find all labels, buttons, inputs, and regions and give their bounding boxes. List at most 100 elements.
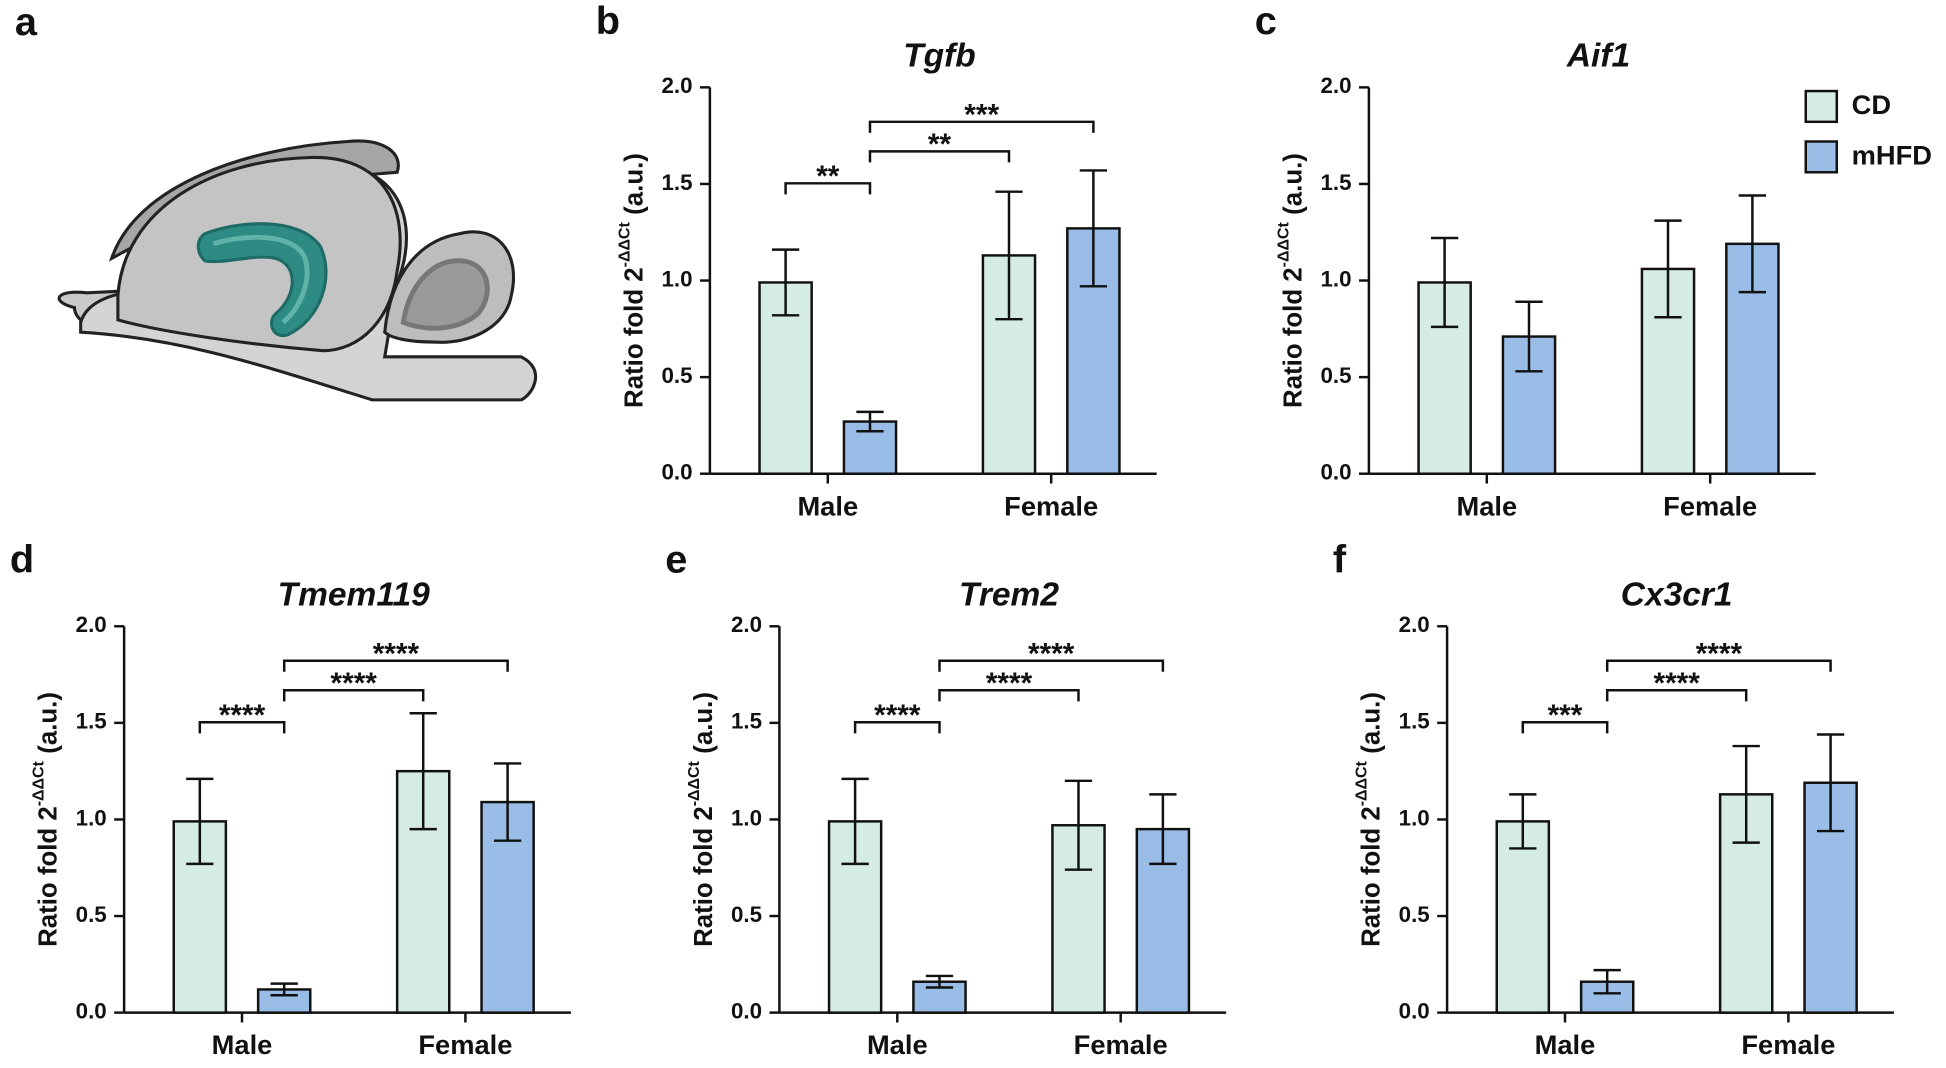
error-bar xyxy=(1738,194,1767,294)
panel-label: c xyxy=(1255,0,1277,43)
y-label-unit: (a.u.) xyxy=(1279,153,1307,215)
y-tick-label: 1.0 xyxy=(1320,266,1351,291)
y-label-text: Ratio fold 2 xyxy=(620,267,648,408)
y-label-unit: (a.u.) xyxy=(620,153,648,215)
significance-bracket xyxy=(282,689,425,702)
legend-swatch xyxy=(1804,89,1839,124)
significance-bracket xyxy=(938,659,1165,672)
chart-title: Trem2 xyxy=(959,577,1059,614)
error-bar xyxy=(1732,744,1760,844)
panel-label: d xyxy=(10,538,34,582)
x-tick-label: Male xyxy=(797,490,858,521)
significance-label: ** xyxy=(928,128,952,161)
panel-label: a xyxy=(15,0,38,44)
y-tick-label: 1.0 xyxy=(661,266,692,291)
significance-label: **** xyxy=(874,699,921,732)
error-bar xyxy=(1593,968,1621,995)
y-label-superscript: -ΔΔCt xyxy=(30,760,48,806)
significance-bracket xyxy=(1521,721,1609,734)
y-tick-label: 0.5 xyxy=(661,363,692,388)
y-tick-label: 1.0 xyxy=(76,805,107,830)
x-tick-label: Female xyxy=(1004,490,1098,521)
error-bar xyxy=(1509,793,1537,850)
y-label-superscript: -ΔΔCt xyxy=(616,222,634,268)
x-tick-label: Male xyxy=(212,1029,273,1060)
y-tick-label: 1.5 xyxy=(76,709,107,734)
significance-bracket xyxy=(868,120,1095,133)
significance-bracket xyxy=(282,659,509,672)
y-tick-label: 1.5 xyxy=(661,170,692,195)
y-tick-label: 1.0 xyxy=(731,805,762,830)
y-tick-label: 2.0 xyxy=(1399,612,1430,637)
x-tick-label: Female xyxy=(418,1029,512,1060)
y-axis-label: Ratio fold 2-ΔΔCt (a.u.) xyxy=(30,692,63,947)
error-bar xyxy=(925,974,954,989)
x-tick-label: Female xyxy=(1074,1029,1168,1060)
x-tick-label: Male xyxy=(1456,490,1517,521)
error-bar xyxy=(1654,219,1682,319)
error-bar xyxy=(1064,779,1093,871)
y-axis-label: Ratio fold 2-ΔΔCt (a.u.) xyxy=(1353,692,1386,947)
error-bar xyxy=(186,777,214,866)
panel-label: b xyxy=(596,0,620,43)
error-bar xyxy=(1515,300,1543,373)
x-tick-label: Female xyxy=(1663,490,1757,521)
error-bar xyxy=(409,711,437,831)
significance-bracket xyxy=(1605,659,1832,672)
y-label-unit: (a.u.) xyxy=(690,692,718,754)
x-tick-label: Male xyxy=(867,1029,928,1060)
y-label-unit: (a.u.) xyxy=(34,692,62,754)
y-tick-label: 0.5 xyxy=(76,902,107,927)
bar xyxy=(1495,820,1551,1014)
y-label-unit: (a.u.) xyxy=(1357,692,1385,754)
chart-title: Aif1 xyxy=(1566,38,1630,75)
significance-bracket xyxy=(1605,689,1748,702)
y-axis-label: Ratio fold 2-ΔΔCt (a.u.) xyxy=(616,153,649,408)
significance-label: **** xyxy=(986,667,1033,700)
y-label-superscript: -ΔΔCt xyxy=(685,760,703,806)
y-label-text: Ratio fold 2 xyxy=(1357,806,1385,947)
bar xyxy=(1501,335,1557,475)
y-label-text: Ratio fold 2 xyxy=(690,806,718,947)
error-bar xyxy=(1430,236,1459,329)
significance-label: **** xyxy=(331,667,378,700)
y-label-superscript: -ΔΔCt xyxy=(1353,760,1371,806)
panel-label: e xyxy=(665,538,687,582)
significance-label: ** xyxy=(816,160,840,193)
significance-bracket xyxy=(198,721,286,734)
error-bar xyxy=(270,982,298,997)
y-tick-label: 0.5 xyxy=(731,902,762,927)
y-tick-label: 2.0 xyxy=(661,73,692,98)
y-tick-label: 0.0 xyxy=(1399,999,1430,1024)
y-tick-label: 2.0 xyxy=(1320,73,1351,98)
y-tick-label: 2.0 xyxy=(76,612,107,637)
y-tick-label: 0.0 xyxy=(661,460,692,485)
significance-label: **** xyxy=(1654,667,1701,700)
y-axis-label: Ratio fold 2-ΔΔCt (a.u.) xyxy=(685,692,718,947)
y-label-superscript: -ΔΔCt xyxy=(1275,222,1293,268)
error-bar xyxy=(856,410,884,433)
significance-bracket xyxy=(853,721,941,734)
significance-bracket xyxy=(938,689,1080,702)
y-tick-label: 1.5 xyxy=(1399,709,1430,734)
significance-label: *** xyxy=(1548,699,1583,732)
chart-title: Tgfb xyxy=(903,38,976,75)
error-bar xyxy=(1149,793,1177,866)
y-tick-label: 1.5 xyxy=(1320,170,1351,195)
significance-label: **** xyxy=(1696,638,1743,671)
significance-label: **** xyxy=(373,638,420,671)
x-tick-label: Female xyxy=(1741,1029,1835,1060)
y-tick-label: 0.5 xyxy=(1399,902,1430,927)
error-bar xyxy=(1079,169,1108,288)
bar xyxy=(1803,781,1858,1014)
chart-title: Tmem119 xyxy=(278,577,431,614)
x-tick-label: Male xyxy=(1535,1029,1596,1060)
y-tick-label: 0.5 xyxy=(1320,363,1351,388)
y-label-text: Ratio fold 2 xyxy=(34,806,62,947)
significance-label: *** xyxy=(964,99,999,132)
panel-label: f xyxy=(1333,538,1347,582)
error-bar xyxy=(841,777,869,866)
y-label-text: Ratio fold 2 xyxy=(1279,267,1307,408)
legend-label: CD xyxy=(1852,89,1891,120)
